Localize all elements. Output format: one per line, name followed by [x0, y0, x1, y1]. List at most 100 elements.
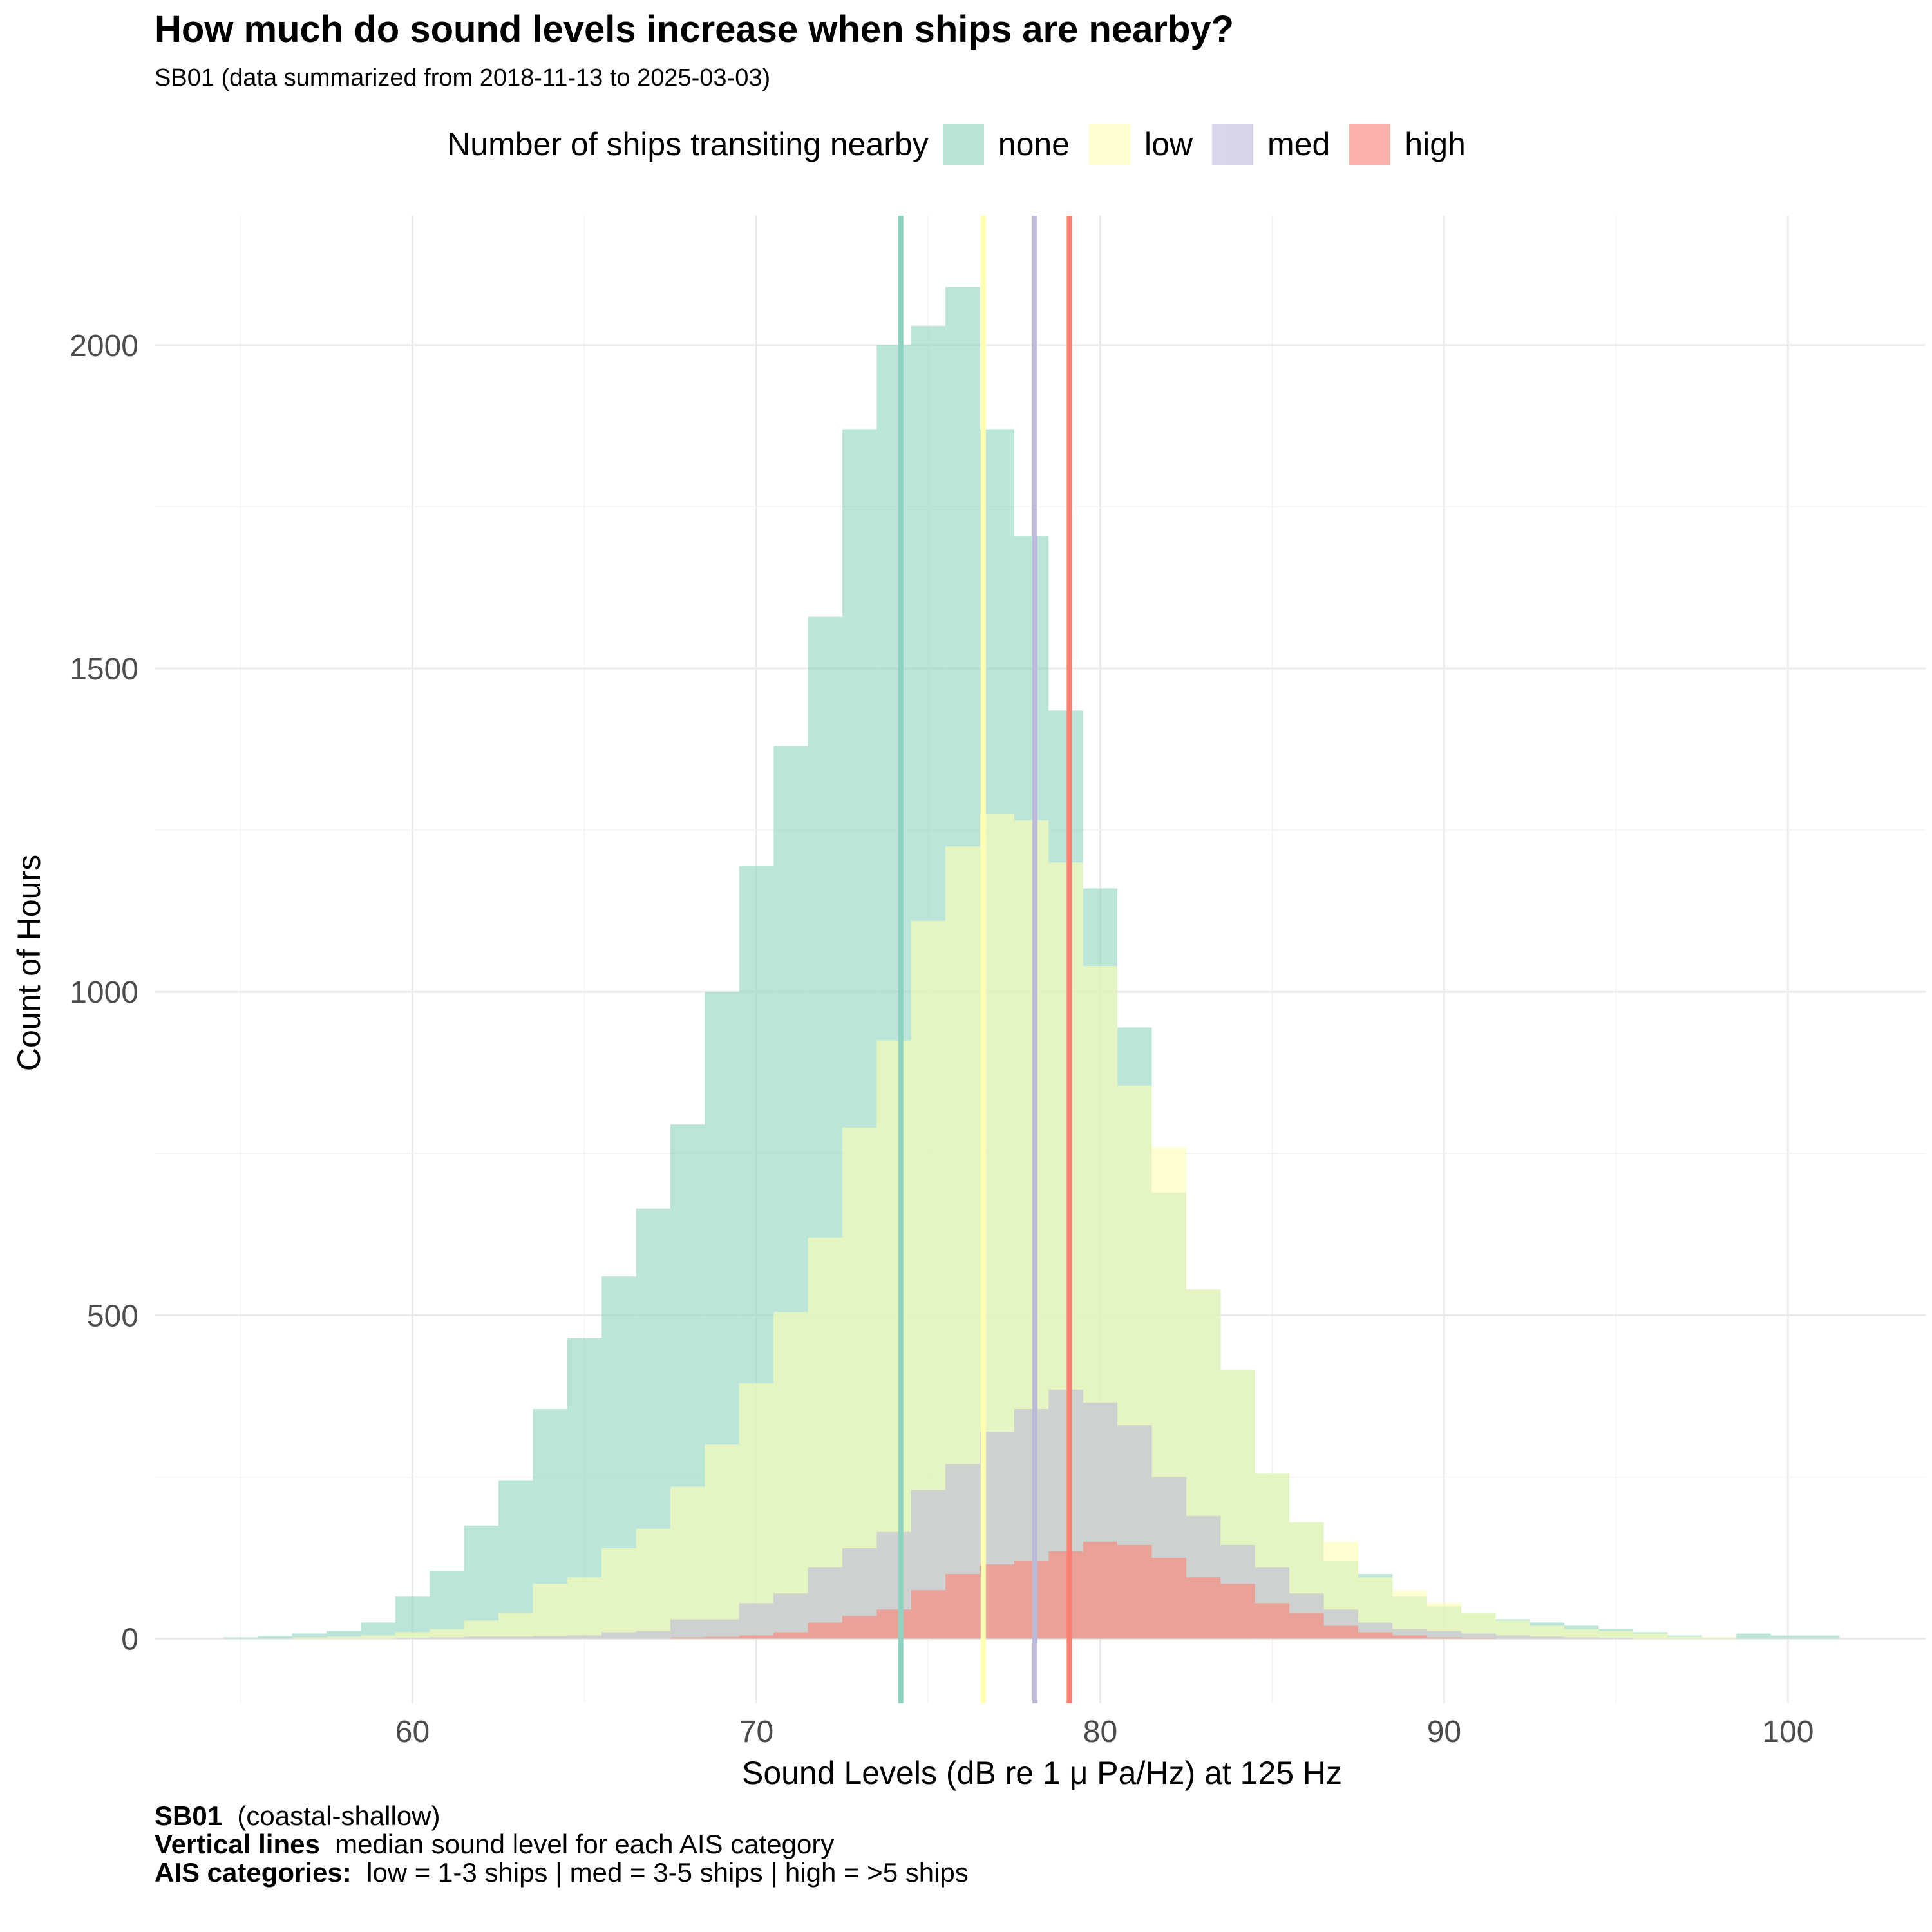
- bar-med: [739, 1603, 774, 1639]
- bar-med: [567, 1635, 602, 1639]
- legend-swatch-high: [1349, 124, 1391, 165]
- bar-low: [1598, 1631, 1634, 1639]
- bar-none: [292, 1633, 327, 1639]
- bar-high: [1083, 1541, 1118, 1639]
- bar-low: [498, 1613, 533, 1639]
- caption-text: (coastal-shallow): [222, 1801, 440, 1831]
- bar-low: [326, 1636, 361, 1639]
- y-tick-label: 2000: [70, 329, 138, 363]
- x-tick-label: 80: [1083, 1715, 1117, 1749]
- bar-high: [1392, 1635, 1427, 1639]
- bar-low: [430, 1629, 464, 1639]
- x-axis-label: Sound Levels (dB re 1 μ Pa/Hz) at 125 Hz: [742, 1755, 1342, 1791]
- bar-low: [464, 1620, 498, 1639]
- bar-high: [705, 1636, 739, 1639]
- median-lines: [898, 216, 1072, 1703]
- x-tick-label: 70: [739, 1715, 773, 1749]
- bar-high: [1289, 1613, 1324, 1639]
- bar-med: [670, 1619, 705, 1639]
- bar-med: [1530, 1636, 1565, 1639]
- bar-med: [430, 1637, 464, 1639]
- bar-low: [1564, 1629, 1599, 1639]
- bar-none: [498, 1480, 533, 1639]
- caption-text: low = 1-3 ships | med = 3-5 ships | high…: [351, 1857, 969, 1888]
- y-tick-label: 1500: [70, 652, 138, 687]
- bar-med: [533, 1636, 567, 1639]
- bar-none: [395, 1596, 430, 1639]
- series-high: [670, 1541, 1496, 1639]
- bar-med: [1426, 1631, 1462, 1639]
- legend-item-med: med: [1212, 124, 1330, 165]
- bar-high: [1220, 1584, 1255, 1639]
- bar-high: [808, 1622, 842, 1639]
- bar-high: [842, 1616, 877, 1639]
- bar-high: [1323, 1625, 1358, 1639]
- bar-high: [1255, 1603, 1290, 1639]
- bar-none: [258, 1636, 292, 1639]
- legend-item-high: high: [1349, 124, 1466, 165]
- chart-title: How much do sound levels increase when s…: [155, 8, 1235, 50]
- caption-term: AIS categories:: [155, 1857, 352, 1888]
- bar-low: [1667, 1636, 1702, 1639]
- bar-none: [1805, 1635, 1840, 1639]
- bar-high: [945, 1574, 980, 1639]
- bar-none: [430, 1571, 464, 1639]
- caption-line: AIS categories: low = 1-3 ships | med = …: [155, 1859, 969, 1887]
- legend-line-med: [1231, 124, 1236, 165]
- bar-low: [1633, 1633, 1668, 1639]
- bar-med: [601, 1632, 636, 1639]
- bar-low: [1701, 1637, 1737, 1639]
- x-tick-label: 90: [1427, 1715, 1461, 1749]
- bar-low: [292, 1637, 327, 1639]
- bar-low: [670, 1486, 705, 1639]
- bar-high: [1117, 1544, 1152, 1639]
- legend-line-low: [1108, 124, 1112, 165]
- y-tick-label: 0: [121, 1623, 138, 1657]
- histogram-bars: [223, 287, 1840, 1639]
- legend-label-low: low: [1144, 126, 1193, 162]
- caption-term: Vertical lines: [155, 1829, 320, 1859]
- bar-low: [395, 1632, 430, 1639]
- legend-item-none: none: [942, 124, 1070, 165]
- bar-high: [1186, 1577, 1221, 1639]
- bar-none: [464, 1525, 498, 1639]
- bar-med: [464, 1636, 498, 1639]
- bar-high: [670, 1637, 705, 1639]
- legend-line-high: [1368, 124, 1373, 165]
- legend-label-high: high: [1405, 126, 1466, 162]
- legend-swatch-none: [942, 124, 984, 165]
- bar-med: [1598, 1638, 1634, 1639]
- legend-swatch-low: [1089, 124, 1130, 165]
- bar-med: [498, 1636, 533, 1639]
- bar-med: [636, 1631, 670, 1639]
- bar-high: [911, 1590, 946, 1639]
- caption: SB01 (coastal-shallow) Vertical lines med…: [155, 1802, 969, 1887]
- bar-low: [739, 1383, 774, 1639]
- bar-low: [361, 1635, 395, 1639]
- x-tick-label: 100: [1762, 1715, 1814, 1749]
- caption-line: SB01 (coastal-shallow): [155, 1802, 969, 1830]
- bar-none: [1770, 1635, 1806, 1639]
- bar-low: [1530, 1625, 1565, 1639]
- caption-term: SB01: [155, 1801, 223, 1831]
- bar-high: [876, 1609, 911, 1639]
- legend: Number of ships transiting nearby none lo…: [0, 124, 1932, 165]
- legend-label-none: none: [998, 126, 1070, 162]
- bar-low: [636, 1528, 670, 1639]
- legend-swatch-med: [1212, 124, 1254, 165]
- bar-none: [1736, 1633, 1771, 1639]
- bar-low: [567, 1577, 602, 1639]
- bar-med: [1564, 1637, 1599, 1639]
- x-tick-label: 60: [395, 1715, 430, 1749]
- bar-med: [773, 1593, 808, 1639]
- bar-high: [1358, 1632, 1393, 1639]
- bar-low: [533, 1584, 567, 1639]
- bar-low: [601, 1548, 636, 1639]
- bar-med: [1461, 1633, 1496, 1639]
- bar-high: [773, 1632, 808, 1639]
- y-tick-label: 500: [87, 1299, 138, 1333]
- bar-low: [773, 1312, 808, 1639]
- y-tick-label: 1000: [70, 976, 138, 1010]
